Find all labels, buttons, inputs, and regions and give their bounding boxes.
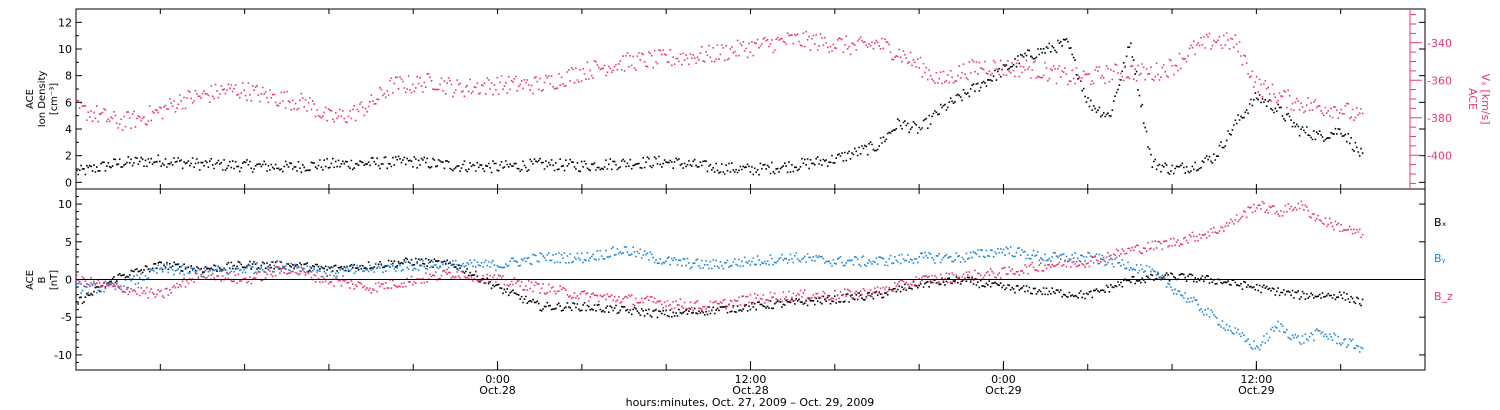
bz-series-points [76, 200, 1364, 312]
by-series [76, 245, 1364, 353]
density-tick-label: 12 [58, 16, 72, 29]
velocity-ylabel-line-1: ACE [1466, 88, 1479, 110]
time-tick-label: 12:00 [1241, 373, 1273, 386]
density-tick-label: 2 [65, 150, 72, 163]
bz-series [76, 200, 1364, 312]
density-tick-label: 4 [65, 123, 72, 136]
legend-bx: Bₓ [1434, 216, 1447, 229]
top-panel-frame [75, 8, 1426, 190]
density-tick-label: 6 [65, 96, 72, 109]
magnetic-field-axis: -10 -5 0 5 10 [54, 196, 1425, 363]
velocity-tick-label: -360 [1427, 74, 1452, 87]
density-tick-label: 8 [65, 70, 72, 83]
time-tick-label: 0:00 [991, 373, 1016, 386]
legend-bz: B_z [1434, 290, 1453, 303]
density-tick-label: 0 [65, 176, 72, 189]
x-axis-label: hours:minutes, Oct. 27, 2009 – Oct. 29, … [626, 396, 875, 409]
density-ylabel-line-2: Ion Density [37, 71, 48, 128]
velocity-axis: -400 -380 -360 -340 [1409, 9, 1452, 189]
field-ylabel-line-2: B [37, 276, 48, 283]
field-tick-label: 0 [65, 274, 72, 287]
field-tick-label: -10 [54, 349, 72, 362]
velocity-tick-label: -380 [1427, 112, 1452, 125]
velocity-ylabel-line-2: Vₓ [km/s] [1479, 73, 1492, 124]
bottom-panel-series [76, 200, 1364, 353]
field-tick-label: 5 [65, 236, 72, 249]
density-ylabel-line-1: ACE [25, 89, 36, 109]
legend-by: Bᵧ [1434, 252, 1446, 265]
date-tick-label: Oct.28 [732, 384, 769, 397]
velocity-x-series [76, 30, 1364, 131]
density-ylabel-line-3: [cm⁻³] [49, 83, 60, 115]
velocity-x-series-points [76, 30, 1364, 131]
by-series-points [76, 245, 1364, 353]
top-panel-series [76, 30, 1364, 176]
date-tick-label: Oct.29 [985, 384, 1022, 397]
date-tick-label: Oct.28 [479, 384, 516, 397]
time-tick-label: 0:00 [485, 373, 510, 386]
field-ylabel-line-1: ACE [25, 270, 36, 290]
date-tick-label: Oct.29 [1238, 384, 1275, 397]
field-ylabel-line-3: [nT] [49, 270, 60, 290]
density-axis: 0 2 4 6 8 10 12 [58, 16, 1425, 189]
field-tick-label: -5 [61, 311, 72, 324]
velocity-tick-label: -400 [1427, 149, 1452, 162]
time-tick-label: 12:00 [735, 373, 767, 386]
field-tick-label: 10 [58, 198, 72, 211]
time-axis: 0:00Oct.2812:00Oct.280:00Oct.2912:00Oct.… [75, 9, 1426, 397]
velocity-tick-label: -340 [1427, 37, 1452, 50]
density-tick-label: 10 [58, 43, 72, 56]
